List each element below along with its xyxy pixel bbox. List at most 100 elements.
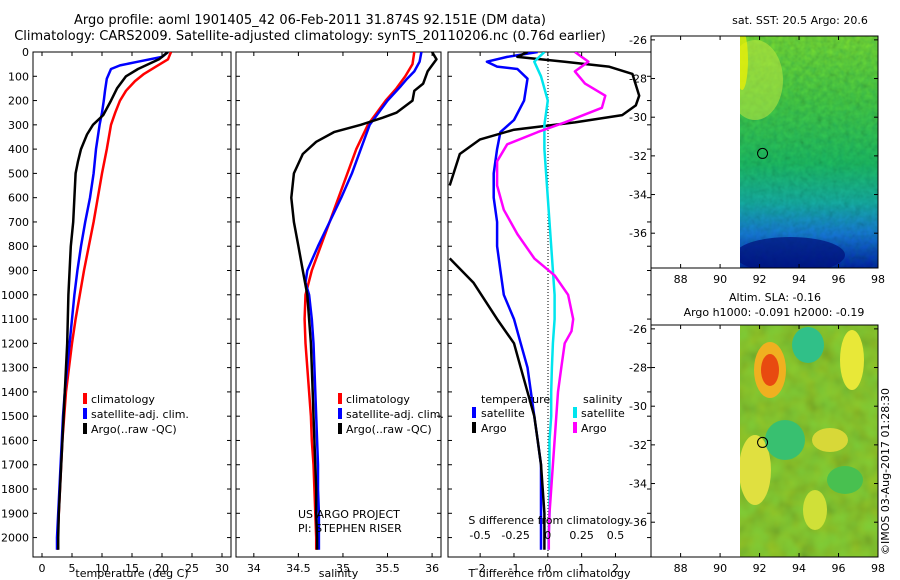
s-axis-label: S difference from climatology — [468, 514, 631, 527]
x-tick-label: 36 — [425, 562, 439, 575]
x-tick-label: 0 — [544, 562, 551, 575]
lon-tick-label: 96 — [832, 273, 846, 286]
difference-panel-frame — [447, 51, 652, 558]
legend-climatology: climatology — [91, 393, 155, 406]
depth-tick-label: 1300 — [1, 362, 29, 375]
temperature-legend: climatology satellite-adj. clim. Argo(..… — [83, 393, 189, 436]
legend-sal-argo: Argo — [581, 422, 607, 435]
depth-tick-label: 300 — [8, 119, 29, 132]
salinity-x-axis: 34 34.5 35 35.5 36 salinity — [247, 52, 439, 580]
x-axis-label: salinity — [319, 567, 359, 580]
legend-satellite: satellite-adj. clim. — [346, 408, 444, 421]
depth-tick-label: 0 — [22, 46, 29, 59]
sla-map-axes: 88 90 92 94 96 98 -26 -28 -30 -32 -34 -36 — [629, 323, 885, 575]
lat-tick-label: -28 — [629, 73, 647, 86]
depth-tick-label: 600 — [8, 192, 29, 205]
series-line-2 — [56, 52, 169, 550]
sst-map-axes: 88 90 92 94 96 98 -26 -28 -30 -32 -34 -36 — [629, 34, 885, 286]
depth-tick-label: 100 — [8, 70, 29, 83]
lat-tick-label: -36 — [629, 516, 647, 529]
lon-tick-label: 92 — [753, 562, 767, 575]
x-tick-label: 15 — [125, 562, 139, 575]
lat-tick-label: -28 — [629, 362, 647, 375]
lon-tick-label: 88 — [674, 562, 688, 575]
s-tick-label: 0 — [544, 529, 551, 542]
legend-argo: Argo(..raw -QC) — [91, 423, 177, 436]
x-tick-label: 25 — [185, 562, 199, 575]
temperature-profiles — [55, 52, 173, 550]
legend-temp-argo: Argo — [481, 422, 507, 435]
depth-tick-label: 700 — [8, 216, 29, 229]
temperature-panel-frame — [32, 51, 232, 558]
x-tick-label: 5 — [69, 562, 76, 575]
lat-tick-label: -34 — [629, 189, 647, 202]
lon-tick-label: 98 — [871, 562, 885, 575]
sla-map-title-1: Altim. SLA: -0.16 — [729, 291, 821, 304]
lat-tick-label: -26 — [629, 34, 647, 47]
legend-title-temperature: temperature — [481, 393, 550, 406]
series-line-1 — [448, 52, 641, 186]
depth-tick-label: 1500 — [1, 410, 29, 423]
legend-argo: Argo(..raw -QC) — [346, 423, 432, 436]
x-tick-label: -2 — [475, 562, 486, 575]
x-tick-label: 34 — [247, 562, 261, 575]
series-line-1 — [55, 52, 169, 550]
s-tick-label: -0.25 — [501, 529, 529, 542]
depth-tick-label: 2000 — [1, 532, 29, 545]
depth-tick-label: 200 — [8, 95, 29, 108]
depth-tick-label: 500 — [8, 167, 29, 180]
depth-tick-label: 1800 — [1, 483, 29, 496]
depth-tick-label: 1900 — [1, 507, 29, 520]
x-tick-label: 35 — [336, 562, 350, 575]
depth-tick-label: 400 — [8, 143, 29, 156]
title-line-2: Climatology: CARS2009. Satellite-adjuste… — [14, 29, 606, 44]
sla-map-title-2: Argo h1000: -0.091 h2000: -0.19 — [684, 306, 865, 319]
depth-tick-label: 1700 — [1, 459, 29, 472]
lon-tick-label: 88 — [674, 273, 688, 286]
lon-tick-label: 96 — [832, 562, 846, 575]
salinity-panel-frame — [235, 51, 442, 558]
lat-tick-label: -36 — [629, 227, 647, 240]
series-line-1 — [304, 52, 423, 550]
depth-tick-label: 1200 — [1, 337, 29, 350]
lat-tick-label: -30 — [629, 111, 647, 124]
argo-position-marker — [757, 147, 769, 159]
x-axis-label: temperature (deg C) — [75, 567, 188, 580]
timestamp: ©IMOS 03-Aug-2017 01:28:30 — [879, 388, 892, 555]
lon-tick-label: 94 — [792, 562, 806, 575]
lat-tick-label: -32 — [629, 150, 647, 163]
lat-tick-label: -34 — [629, 478, 647, 491]
legend-sal-satellite: satellite — [581, 407, 625, 420]
depth-tick-label: 900 — [8, 265, 29, 278]
lon-tick-label: 90 — [713, 562, 727, 575]
x-tick-label: 30 — [215, 562, 229, 575]
temperature-x-axis: 0 5 10 15 20 25 30 temperature (deg C) — [39, 52, 229, 580]
lat-tick-label: -32 — [629, 439, 647, 452]
lon-tick-label: 98 — [871, 273, 885, 286]
series-line-3 — [533, 52, 556, 550]
lon-tick-label: 90 — [713, 273, 727, 286]
x-axis-label: T difference from climatology — [468, 567, 631, 580]
lat-tick-label: -26 — [629, 323, 647, 336]
sst-map-frame — [650, 35, 879, 269]
s-tick-label: 0.25 — [569, 529, 594, 542]
series-line-2 — [448, 257, 546, 550]
lon-tick-label: 94 — [792, 273, 806, 286]
title-line-1: Argo profile: aoml 1901405_42 06-Feb-201… — [74, 13, 546, 28]
salinity-profiles — [290, 52, 438, 550]
series-line-2 — [290, 52, 438, 550]
series-line-0 — [303, 52, 416, 550]
x-tick-label: 0 — [39, 562, 46, 575]
salinity-legend: climatology satellite-adj. clim. Argo(..… — [338, 393, 444, 436]
x-tick-label: 35.5 — [375, 562, 400, 575]
depth-tick-label: 1600 — [1, 434, 29, 447]
sla-map-frame — [650, 324, 879, 558]
difference-legend: temperature salinity satellite Argo sate… — [472, 393, 625, 435]
lat-tick-label: -30 — [629, 400, 647, 413]
credit-line-2: PI: STEPHEN RISER — [298, 522, 402, 535]
x-tick-label: 1 — [578, 562, 585, 575]
difference-profiles — [448, 52, 641, 550]
x-tick-label: 34.5 — [286, 562, 311, 575]
legend-temp-satellite: satellite — [481, 407, 525, 420]
